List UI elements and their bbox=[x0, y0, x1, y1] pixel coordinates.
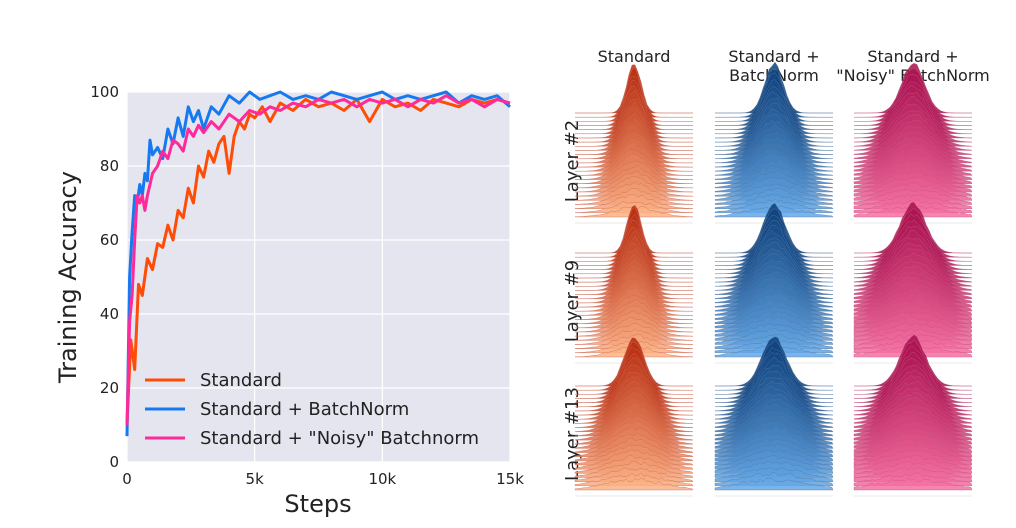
series-line-2 bbox=[125, 90, 511, 437]
y-tick-label: 60 bbox=[100, 231, 119, 249]
ridge-panel bbox=[714, 336, 834, 497]
plot-background bbox=[127, 92, 510, 462]
ridge-curve bbox=[574, 472, 694, 486]
ridge-curve bbox=[574, 194, 694, 209]
column-header: Standard + bbox=[867, 47, 958, 66]
series-lines bbox=[125, 90, 511, 437]
legend-label: Standard bbox=[200, 370, 282, 391]
y-tick-label: 0 bbox=[109, 453, 119, 471]
y-tick-labels: 0 20 40 60 80 100 bbox=[90, 83, 119, 471]
column-header: Standard + bbox=[728, 47, 819, 66]
row-label: Layer #2 bbox=[562, 120, 583, 202]
y-tick-label: 80 bbox=[100, 157, 119, 175]
ridge-curve bbox=[714, 478, 834, 491]
ridge-panel bbox=[853, 334, 973, 497]
legend-label: Standard + BatchNorm bbox=[200, 399, 409, 420]
ridge-curve bbox=[574, 478, 694, 491]
column-header: Standard bbox=[598, 47, 671, 66]
x-tick-label: 10k bbox=[368, 470, 396, 488]
legend-label: Standard + "Noisy" Batchnorm bbox=[200, 428, 479, 449]
x-axis-label: Steps bbox=[284, 490, 351, 518]
ridge-panel bbox=[574, 64, 694, 224]
ridge-panel bbox=[574, 204, 694, 364]
ridge-panel bbox=[574, 337, 694, 497]
row-label: Layer #9 bbox=[562, 260, 583, 342]
y-tick-label: 20 bbox=[100, 379, 119, 397]
row-label: Layer #13 bbox=[562, 387, 583, 481]
x-tick-label: 5k bbox=[246, 470, 265, 488]
x-tick-label: 15k bbox=[496, 470, 524, 488]
y-tick-label: 40 bbox=[100, 305, 119, 323]
y-tick-label: 100 bbox=[90, 83, 119, 101]
x-tick-label: 0 bbox=[122, 470, 132, 488]
legend: Standard Standard + BatchNorm Standard + "… bbox=[145, 370, 479, 449]
ridge-panel bbox=[714, 61, 834, 224]
row-labels: Layer #2 Layer #9 Layer #13 bbox=[562, 120, 583, 481]
y-axis-label: Training Accuracy bbox=[54, 171, 82, 384]
ridge-panel bbox=[853, 62, 973, 224]
x-tick-labels: 0 5k 10k 15k bbox=[122, 470, 524, 488]
series-line-3 bbox=[125, 94, 511, 426]
ridgeline-panels bbox=[574, 61, 973, 497]
ridge-curve bbox=[853, 478, 973, 491]
